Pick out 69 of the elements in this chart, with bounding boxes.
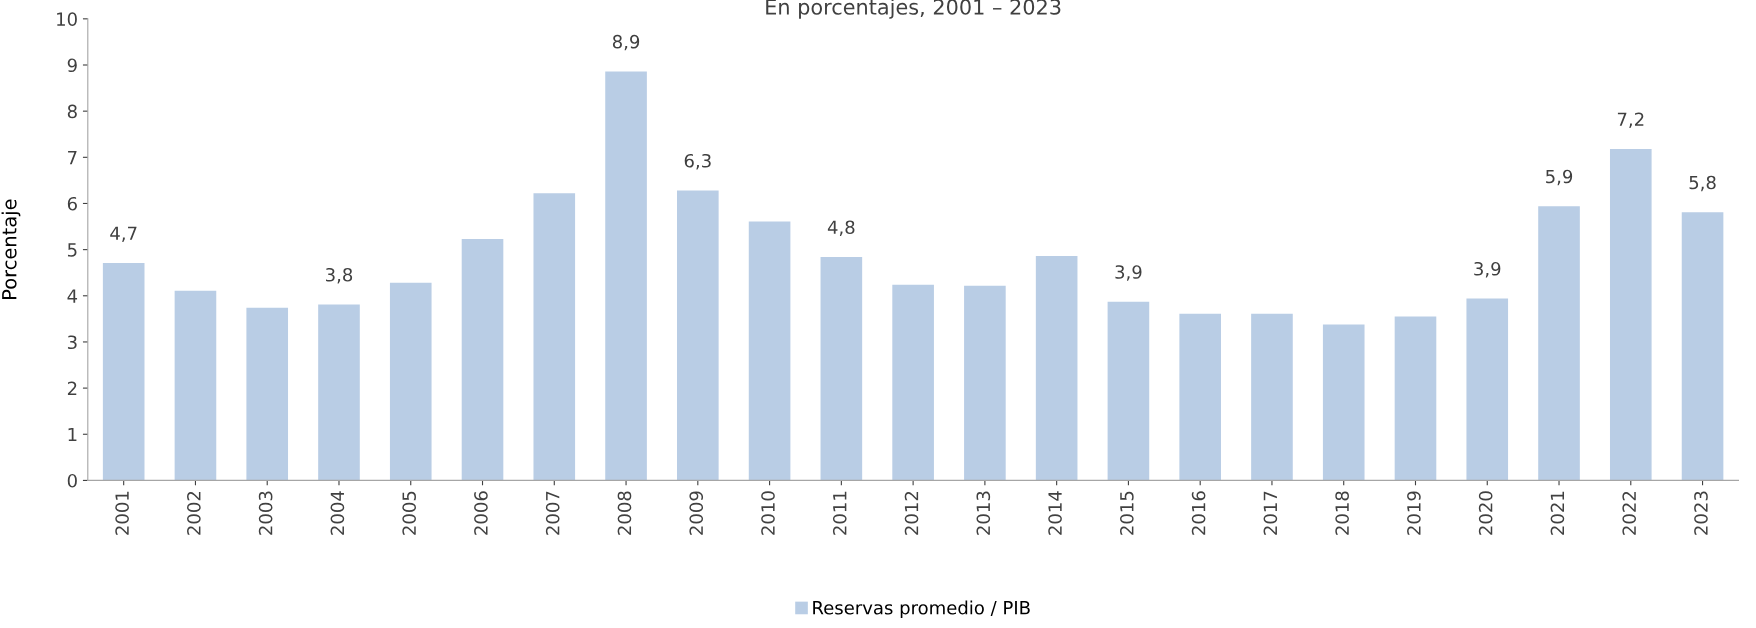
x-tick-label: 2011 [832,491,847,535]
y-tick-label: 4 [67,289,78,303]
x-tick-label: 2004 [330,491,345,535]
x-tick-label: 2023 [1694,491,1708,535]
bar [174,290,217,481]
bar [1681,212,1724,481]
x-tick-label: 2019 [1407,491,1421,535]
data-label: 8,9 [612,34,640,51]
x-tick-label: 2010 [761,491,775,535]
y-tick-label: 9 [67,58,77,73]
data-label: 3,9 [1115,265,1142,281]
x-tick-label: 2017 [1263,491,1278,535]
y-tick-label: 0 [67,473,77,488]
data-label: 5,8 [1689,175,1716,192]
x-tick-label: 2016 [1191,491,1206,535]
y-tick-label: 1 [68,427,77,442]
y-tick-label: 8 [67,104,77,119]
bar [1107,301,1150,481]
bar [318,304,360,481]
bar [533,193,576,481]
data-label: 4,7 [110,226,137,242]
bar [1251,313,1293,481]
y-tick-label: 7 [68,151,77,165]
bar [1179,313,1221,481]
y-tick-label: 3 [67,335,77,350]
data-label: 6,3 [684,153,711,170]
bar [892,284,934,481]
y-tick-label: 10 [57,12,77,26]
bar [1609,149,1652,481]
bar [605,71,647,481]
x-tick-label: 2012 [904,491,919,535]
bar [1538,206,1580,481]
data-label: 4,8 [827,220,855,236]
y-tick-label: 2 [67,381,77,395]
x-tick-label: 2015 [1120,491,1134,535]
bar [677,190,719,481]
bar [461,239,504,481]
x-tick-label: 2002 [187,491,201,535]
bar [964,285,1006,481]
y-tick-label: 6 [67,196,77,211]
x-tick-label: 2018 [1335,491,1349,535]
data-label: 7,2 [1617,112,1644,128]
data-label: 3,8 [326,267,353,284]
x-tick-label: 2005 [402,491,416,535]
bar [1035,256,1078,481]
bar [1322,324,1365,481]
y-axis-title: Porcentaje [1,199,21,299]
bar [1394,316,1437,481]
x-tick-label: 2020 [1478,491,1493,535]
bar [1466,298,1509,481]
bar [246,307,289,481]
x-tick-label: 2022 [1622,491,1637,535]
data-label: 5,9 [1546,169,1573,186]
x-tick-label: 2009 [689,491,704,535]
x-tick-label: 2021 [1550,491,1565,535]
x-tick-label: 2001 [115,491,129,535]
x-tick-label: 2008 [617,491,632,535]
data-label: 3,9 [1474,261,1501,278]
legend-label: Reservas promedio / PIB [813,600,1030,619]
y-tick-label: 5 [67,243,77,257]
bar [102,263,145,481]
x-tick-label: 2006 [474,491,488,535]
x-tick-label: 2013 [976,491,991,535]
bar [748,221,791,481]
x-tick-label: 2007 [545,491,560,535]
x-tick-label: 2014 [1048,491,1062,535]
bar [389,282,432,481]
x-tick-label: 2003 [258,491,273,535]
bar [820,257,863,481]
